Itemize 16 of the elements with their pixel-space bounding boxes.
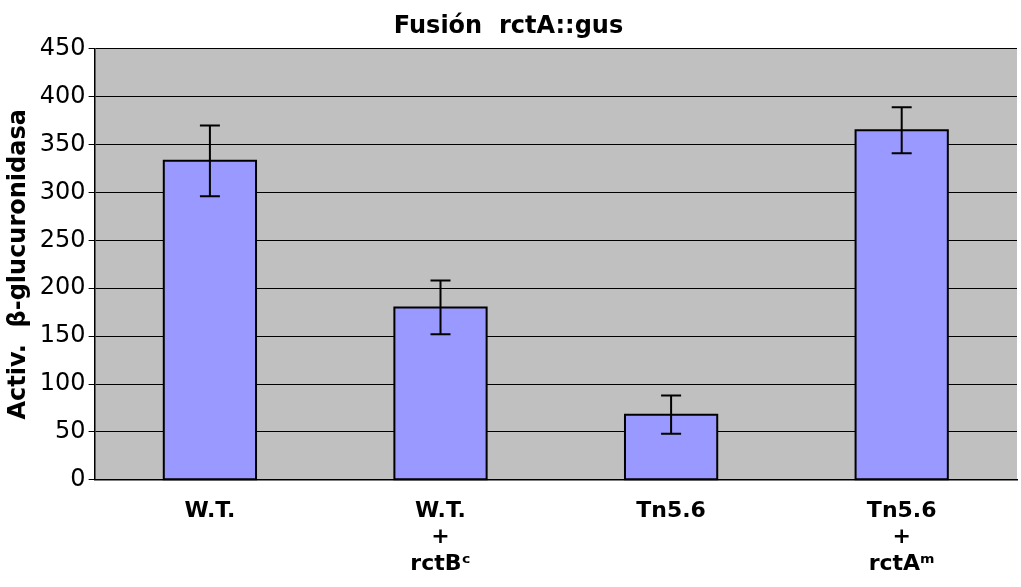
x-tick-label: W.T.	[184, 496, 236, 522]
x-tick-label: Tn5.6	[636, 496, 706, 522]
y-tick-label: 250	[39, 224, 86, 253]
y-tick-label: 0	[70, 464, 86, 493]
y-tick-label: 150	[39, 320, 86, 349]
y-tick-label: 50	[55, 416, 86, 445]
y-tick-label: 450	[39, 33, 86, 62]
y-tick-label: 200	[39, 272, 86, 301]
y-tick-label: 300	[39, 176, 86, 205]
y-axis-title: Activ. β-glucuronidasa	[2, 109, 31, 420]
y-tick-label: 100	[39, 368, 86, 397]
chart-title: Fusión rctA::gus	[393, 10, 624, 39]
y-tick-label: 400	[39, 80, 86, 109]
y-tick-label: 350	[39, 128, 86, 157]
x-tick-label: Tn5.6 + rctAᵐ	[866, 496, 937, 575]
x-tick-label: W.T. + rctBᶜ	[410, 496, 471, 575]
